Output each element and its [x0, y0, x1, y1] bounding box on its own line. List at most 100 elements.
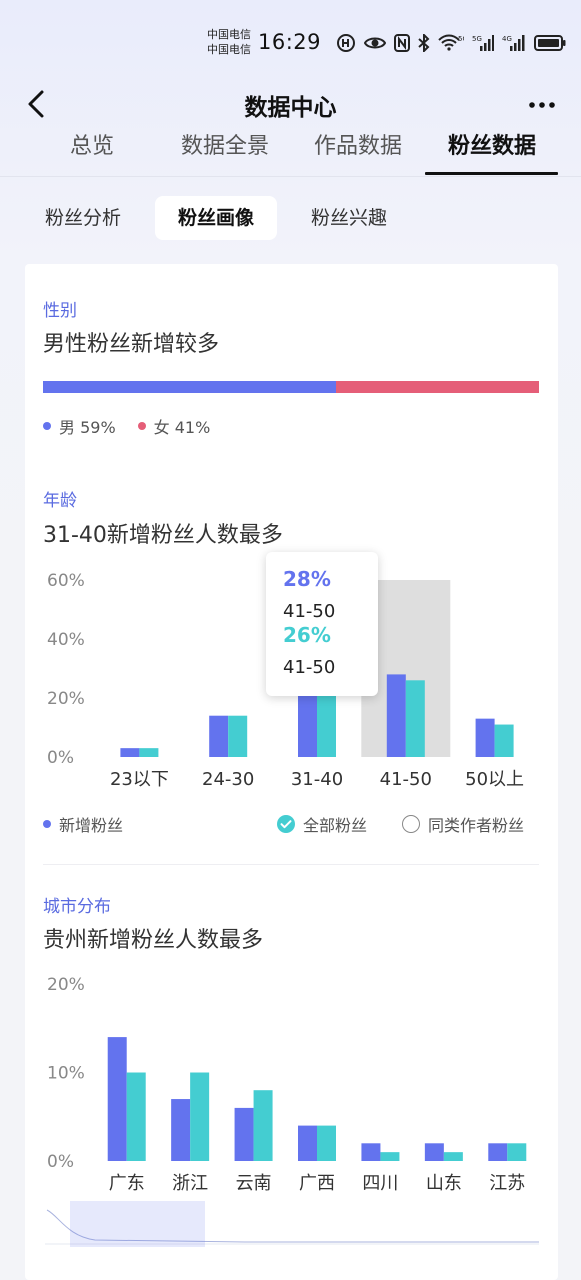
bar-series-a — [107, 1037, 127, 1161]
bluetooth-icon — [418, 34, 430, 52]
status-bar: 中国电信 中国电信 16:29 5G 5G 4G — [0, 0, 581, 80]
bar-series-b — [126, 1072, 146, 1161]
carrier-label: 中国电信 中国电信 — [207, 27, 251, 57]
x-tick-label: 广东 — [109, 1173, 145, 1194]
tabs-divider — [0, 176, 581, 177]
nfc-icon — [394, 34, 410, 52]
tab-overview[interactable]: 总览 — [69, 134, 114, 159]
scrollbar-thumbnail — [45, 1209, 539, 1245]
page-title: 数据中心 — [244, 95, 337, 121]
city-bar-chart[interactable]: 0% 10% 20% 广东 浙江 云南 广西 四川 山东 江苏 — [25, 964, 558, 1196]
subtab-fans-portrait[interactable]: 粉丝画像 — [155, 196, 277, 240]
x-tick-label: 41-50 — [380, 769, 432, 790]
signal-icon-2: 4G — [502, 35, 525, 51]
city-headline: 贵州新增粉丝人数最多 — [43, 928, 264, 953]
section-divider — [43, 864, 539, 865]
back-button[interactable] — [22, 86, 52, 122]
bar-series-a — [475, 718, 495, 757]
legend-new-fans-label: 新增粉丝 — [59, 816, 124, 835]
x-tick-label: 浙江 — [172, 1173, 208, 1194]
bar-series-a — [298, 695, 317, 757]
check-circle-icon — [277, 815, 295, 833]
bar-series-a — [424, 1143, 444, 1161]
bar-series-b — [253, 1090, 273, 1161]
age-legend: 新增粉丝 全部粉丝 同类作者粉丝 — [43, 812, 543, 838]
radio-circle-icon — [402, 815, 420, 833]
y-tick-label: 60% — [47, 571, 85, 591]
y-tick-label: 40% — [47, 630, 85, 650]
scrollbar-window-handle[interactable] — [70, 1201, 205, 1247]
bar-series-a — [386, 674, 406, 757]
city-chart-scrollbar[interactable] — [45, 1198, 539, 1248]
male-dot-icon — [43, 422, 51, 430]
subtab-fans-interest[interactable]: 粉丝兴趣 — [310, 207, 387, 229]
x-tick-label: 31-40 — [291, 769, 343, 790]
active-tab-indicator — [425, 172, 558, 175]
legend-peer-fans-label: 同类作者粉丝 — [428, 816, 525, 835]
toggle-all-fans[interactable]: 全部粉丝 — [277, 812, 367, 836]
tab-data-panorama[interactable]: 数据全景 — [180, 134, 269, 159]
svg-text:4G: 4G — [502, 35, 512, 43]
tooltip-category-all: 41-50 — [283, 657, 336, 678]
more-dots-icon — [529, 102, 555, 108]
bar-series-b — [507, 1143, 527, 1161]
legend-all-fans-label: 全部粉丝 — [303, 816, 368, 835]
bar-series-a — [171, 1099, 191, 1161]
legend-new-fans: 新增粉丝 — [43, 812, 123, 836]
x-tick-label: 广西 — [299, 1173, 335, 1194]
female-dot-icon — [137, 422, 146, 430]
bar-series-a — [120, 748, 140, 757]
fans-portrait-card: 性别 男性粉丝新增较多 男 59% 女 41% 年龄 31-40新增粉丝人数最多… — [25, 264, 558, 1280]
svg-text:5G: 5G — [458, 35, 464, 43]
y-tick-label: 0% — [47, 748, 74, 768]
age-chart-tooltip: 28% 41-50 26% 41-50 — [266, 552, 378, 696]
gender-legend: 男 59% 女 41% — [43, 414, 210, 438]
city-section-label: 城市分布 — [43, 897, 111, 917]
y-tick-label: 20% — [47, 689, 85, 709]
status-clock: 16:29 — [258, 30, 322, 54]
sub-tabs: 粉丝分析 粉丝画像 粉丝兴趣 — [0, 196, 581, 240]
female-legend-label: 女 41% — [153, 418, 211, 437]
x-tick-label: 四川 — [362, 1173, 398, 1194]
x-tick-label: 50以上 — [465, 769, 524, 790]
y-tick-label: 20% — [47, 975, 85, 995]
age-section-label: 年龄 — [43, 491, 77, 511]
gender-section-label: 性别 — [43, 301, 77, 321]
tooltip-value-new: 28% — [283, 567, 331, 591]
subtab-fans-analysis[interactable]: 粉丝分析 — [44, 207, 121, 229]
nav-bar: 数据中心 — [0, 80, 581, 130]
top-tabs: 总览 数据全景 作品数据 粉丝数据 — [0, 128, 581, 178]
bar-series-a — [234, 1107, 254, 1161]
y-tick-label: 0% — [47, 1152, 74, 1172]
bar-series-a — [209, 715, 229, 757]
x-tick-label: 云南 — [236, 1173, 272, 1194]
new-fans-dot-icon — [43, 820, 51, 828]
bar-series-b — [494, 724, 514, 757]
gender-headline: 男性粉丝新增较多 — [43, 332, 220, 357]
signal-icon-1: 5G — [472, 35, 494, 51]
toggle-peer-fans[interactable]: 同类作者粉丝 — [402, 812, 524, 836]
nfc-pay-icon — [337, 34, 355, 52]
male-legend-label: 男 59% — [59, 418, 116, 437]
eye-icon — [364, 37, 386, 49]
bar-series-a — [298, 1125, 317, 1161]
x-tick-label: 江苏 — [489, 1173, 525, 1194]
carrier-2: 中国电信 — [207, 43, 251, 56]
svg-text:5G: 5G — [472, 35, 482, 43]
x-tick-label: 24-30 — [202, 769, 254, 790]
carrier-1: 中国电信 — [207, 28, 251, 41]
bar-series-b — [405, 680, 425, 757]
bar-series-b — [380, 1152, 400, 1161]
tooltip-category-new: 41-50 — [283, 601, 336, 622]
age-headline: 31-40新增粉丝人数最多 — [43, 523, 283, 548]
y-tick-label: 10% — [47, 1064, 85, 1084]
tab-fans-data[interactable]: 粉丝数据 — [447, 134, 536, 159]
battery-icon — [534, 35, 566, 51]
chevron-left-icon — [28, 90, 44, 118]
bar-series-b — [443, 1152, 463, 1161]
bar-series-b — [317, 695, 336, 757]
bar-series-a — [488, 1143, 508, 1161]
wifi-icon: 5G — [438, 34, 464, 51]
tab-content-data[interactable]: 作品数据 — [313, 134, 402, 159]
more-button[interactable] — [522, 90, 562, 120]
